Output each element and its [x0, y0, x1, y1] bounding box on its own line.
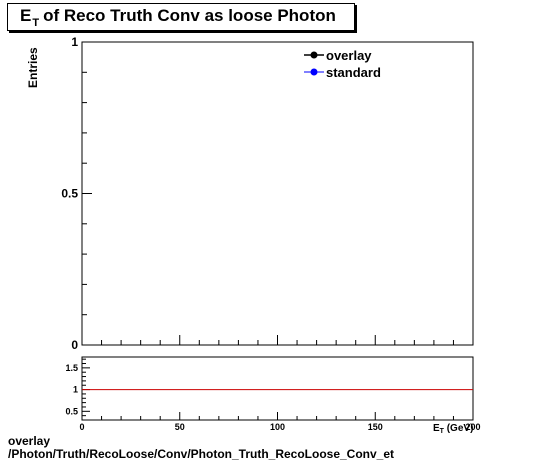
ratio-y-ticks: 0.5 1 1.5: [65, 358, 90, 416]
ratio-x-tick-label: 200: [465, 422, 480, 432]
ratio-x-axis-label: ET (GeV): [433, 423, 473, 435]
ratio-plot-frame: [81, 356, 474, 421]
title-subscript: T: [32, 17, 40, 29]
ratio-y-tick-label: 0.5: [65, 406, 78, 416]
ratio-x-tick-label: 0: [79, 422, 84, 432]
title-rest: of Reco Truth Conv as loose Photon: [43, 6, 336, 25]
main-y-ticks: 00.51: [61, 35, 92, 352]
x-axis-label-unit: (GeV): [444, 423, 473, 434]
chart-title: ET of Reco Truth Conv as loose Photon: [20, 6, 336, 29]
legend-item-standard: standard: [304, 65, 381, 80]
ratio-x-tick-label: 150: [368, 422, 383, 432]
y-tick-label: 0.5: [61, 187, 78, 201]
main-x-ticks: [81, 335, 474, 345]
y-axis-label: Entries: [26, 47, 40, 88]
y-tick-label: 0: [71, 338, 78, 352]
legend-marker-overlay: [310, 51, 318, 59]
ratio-x-tick-label: 100: [270, 422, 285, 432]
x-axis-label-main: E: [433, 423, 440, 434]
ratio-y-tick-label: 1: [73, 385, 78, 395]
legend-label-overlay: overlay: [326, 48, 372, 63]
footer-line-1: overlay: [8, 434, 51, 448]
legend-item-overlay: overlay: [304, 48, 372, 63]
ratio-y-tick-label: 1.5: [65, 363, 78, 373]
legend-marker-standard: [310, 68, 318, 76]
title-box: ET of Reco Truth Conv as loose Photon: [7, 3, 355, 31]
main-plot-frame: [81, 41, 474, 346]
ratio-x-ticks: 0 50 100 150 200: [79, 412, 481, 432]
legend: overlay standard: [304, 48, 381, 80]
y-tick-label: 1: [71, 35, 78, 49]
footer-line-2: /Photon/Truth/RecoLoose/Conv/Photon_Trut…: [8, 447, 395, 461]
legend-label-standard: standard: [326, 65, 381, 80]
ratio-x-tick-label: 50: [175, 422, 185, 432]
x-axis-label-sub: T: [440, 428, 445, 435]
title-main: E: [20, 6, 32, 25]
